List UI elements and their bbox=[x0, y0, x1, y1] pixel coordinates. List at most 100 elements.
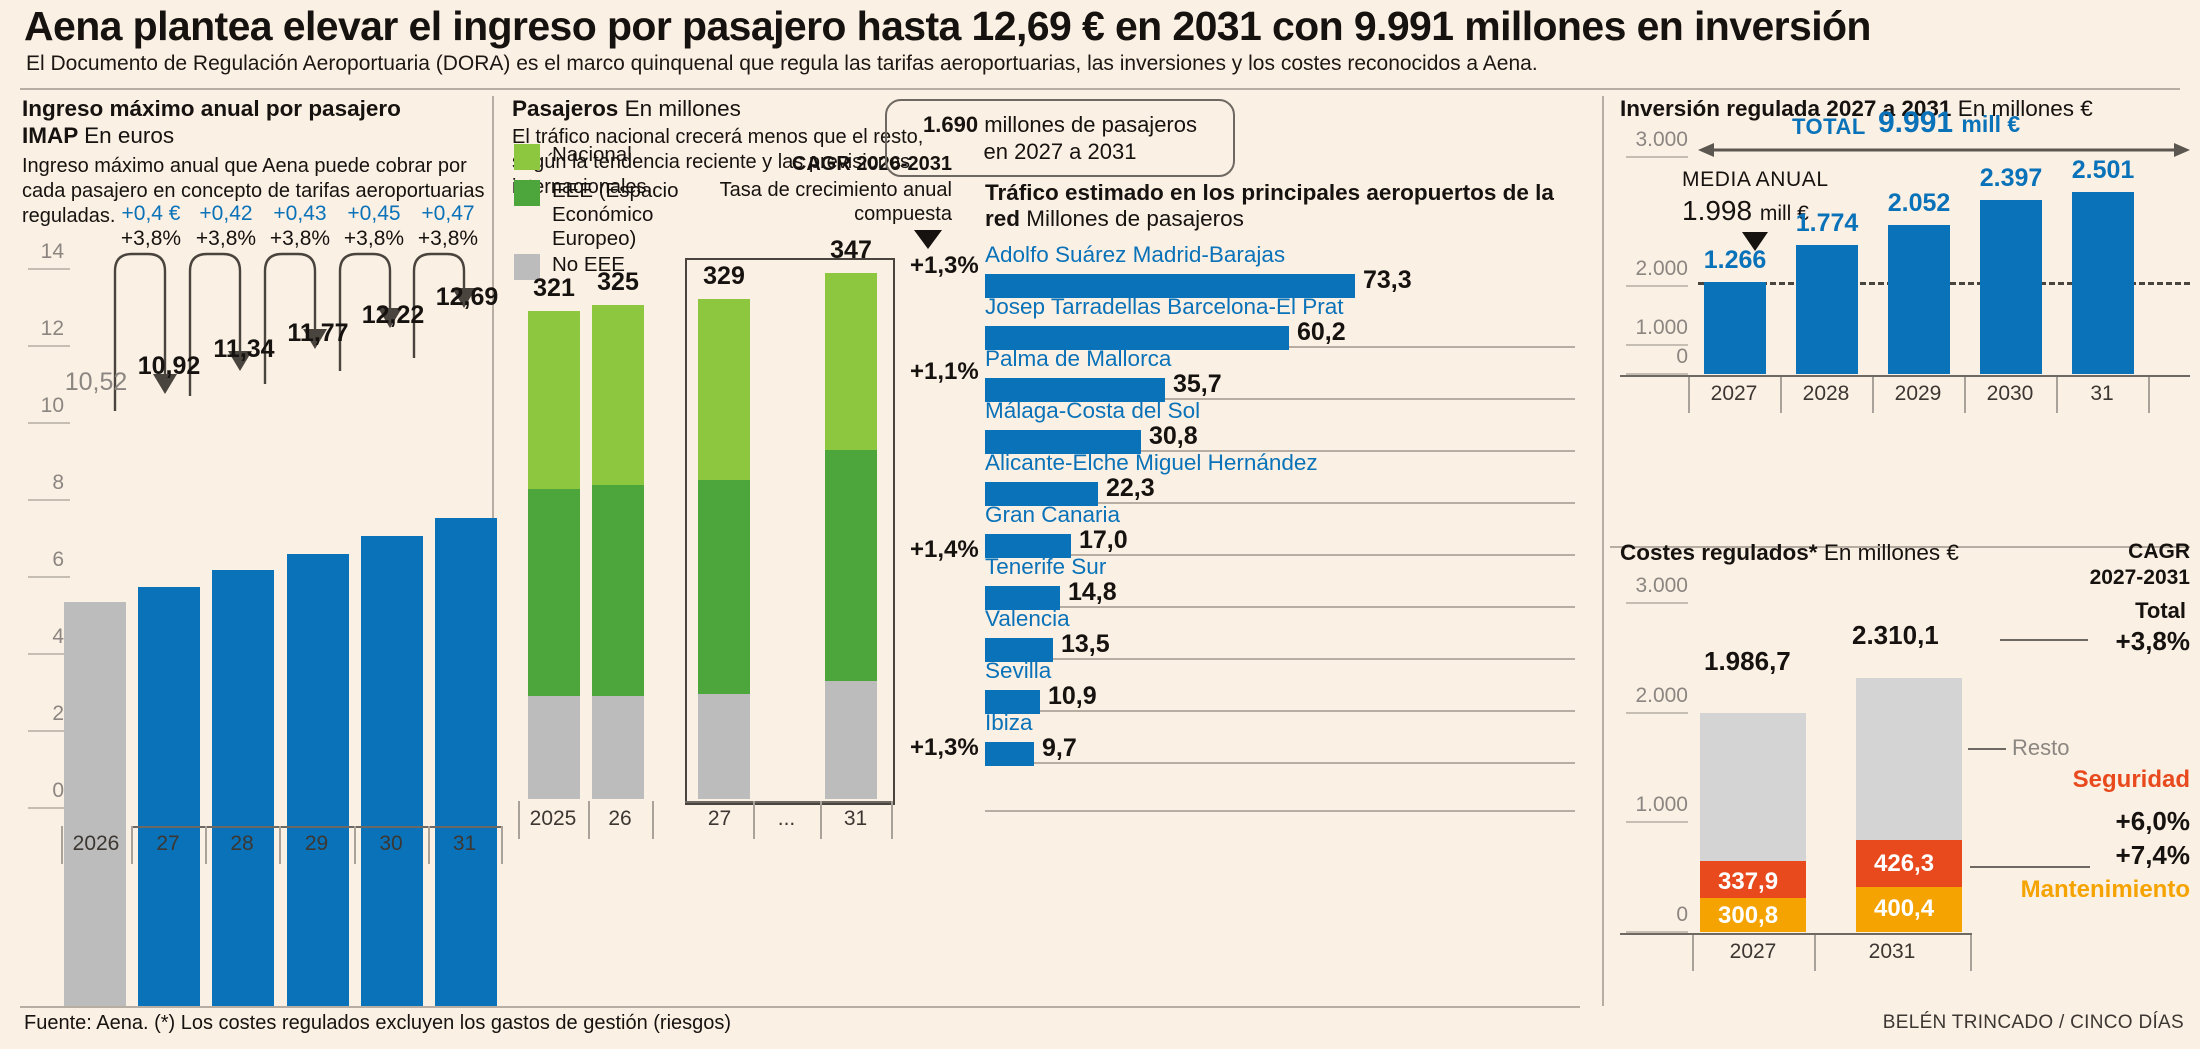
airport-name-2: Palma de Mallorca bbox=[985, 346, 1172, 371]
airport-sep-1 bbox=[985, 398, 1575, 400]
pax-cagr-total: +1,3% bbox=[910, 252, 979, 279]
pax-xcat-27: 27 bbox=[707, 807, 732, 830]
imap-xcat-31: 31 bbox=[452, 832, 477, 855]
cost-seguridad-cagr: +6,0% bbox=[2115, 806, 2190, 836]
airport-value-5: 17,0 bbox=[1079, 526, 1128, 554]
airport-sep-6 bbox=[985, 658, 1575, 660]
airport-name-5: Gran Canaria bbox=[985, 502, 1121, 527]
airport-value-9: 9,7 bbox=[1042, 734, 1077, 762]
source-note: Fuente: Aena. (*) Los costes regulados e… bbox=[24, 1012, 732, 1034]
pax-cagr-noeee: +1,3% bbox=[910, 734, 979, 761]
airport-bar-2 bbox=[985, 378, 1165, 402]
imap-ytick-14: 14 bbox=[40, 240, 64, 263]
inv-ytickmark-3000 bbox=[1626, 156, 1688, 158]
imap-ytick-8: 8 bbox=[52, 471, 64, 494]
cost-mantenimiento-2031-value: 400,4 bbox=[1874, 895, 1935, 922]
pax-legend-label-noeee: No EEE bbox=[552, 253, 625, 276]
cost-mantenimiento-cagr: +7,4% bbox=[2115, 840, 2190, 870]
imap-value-28: 11,34 bbox=[213, 335, 275, 363]
divider-air-right bbox=[1602, 96, 1604, 1006]
pax-xcat-31: 31 bbox=[843, 807, 868, 830]
airport-name-3: Málaga-Costa del Sol bbox=[985, 398, 1201, 423]
inv-xsep-0 bbox=[1688, 377, 1690, 413]
cost-total-2027: 1.986,7 bbox=[1704, 646, 1791, 676]
airport-bar-4 bbox=[985, 482, 1098, 506]
imap-xsep-6 bbox=[501, 826, 503, 864]
cost-ytick-0: 0 bbox=[1676, 903, 1688, 926]
imap-xsep-5 bbox=[428, 826, 430, 864]
airport-name-8: Sevilla bbox=[985, 658, 1052, 683]
inv-value-2027: 1.266 bbox=[1703, 246, 1767, 274]
panel-aeropuertos: 1.690 millones de pasajeros en 2027 a 20… bbox=[885, 96, 1605, 1026]
airport-name-7: Valencia bbox=[985, 606, 1070, 631]
airport-bar-6 bbox=[985, 586, 1060, 610]
pax-xcat-dots: ... bbox=[777, 807, 796, 830]
page-subtitle: El Documento de Regulación Aeroportuaria… bbox=[26, 52, 1538, 75]
cost-ytickmark-0 bbox=[1626, 931, 1688, 933]
airport-bar-7 bbox=[985, 638, 1053, 662]
airport-sep-2 bbox=[985, 450, 1575, 452]
inv-xcat-2027: 2027 bbox=[1710, 382, 1758, 405]
cost-seguridad-label: Seguridad bbox=[2072, 766, 2190, 793]
pax-xsep-4 bbox=[820, 801, 822, 839]
inv-media-value: 1.998 mill € bbox=[1682, 195, 1809, 227]
inv-media-unit: mill € bbox=[1759, 202, 1809, 225]
air-title-bold: Tráfico estimado en los principales aero… bbox=[985, 180, 1554, 231]
cost-xsep-1 bbox=[1814, 935, 1816, 971]
cost-mantenimiento-label: Mantenimiento bbox=[2020, 876, 2190, 903]
inv-bar-2028 bbox=[1796, 245, 1858, 374]
airport-value-3: 30,8 bbox=[1149, 422, 1198, 450]
cost-xsep-2 bbox=[1970, 935, 1972, 971]
airport-bar-5 bbox=[985, 534, 1071, 558]
imap-value-27: 10,92 bbox=[137, 352, 201, 380]
pax-xsep-0 bbox=[518, 801, 520, 839]
inv-bar-2029 bbox=[1888, 225, 1950, 374]
inv-title: Inversión regulada 2027 a 2031 En millon… bbox=[1620, 96, 2190, 122]
callout-value: 1.690 bbox=[923, 112, 979, 137]
airport-value-6: 14,8 bbox=[1068, 578, 1117, 606]
inv-xsep-3 bbox=[1964, 377, 1966, 413]
imap-bar-28 bbox=[212, 570, 274, 1007]
airport-value-0: 73,3 bbox=[1363, 266, 1412, 294]
inv-xcat-2028: 2028 bbox=[1802, 382, 1850, 405]
cost-cagr-head1: CAGR bbox=[2128, 540, 2190, 563]
cost-seg-resto-2031 bbox=[1856, 678, 1962, 840]
cost-title: Costes regulados* En millones € bbox=[1620, 540, 2040, 566]
inv-title-bold: Inversión regulada 2027 a 2031 bbox=[1620, 96, 1952, 121]
imap-delta-pct-1: +3,8% bbox=[195, 227, 257, 250]
inv-ytick-0: 0 bbox=[1676, 345, 1688, 368]
airport-sep-4 bbox=[985, 554, 1575, 556]
imap-xsep-2 bbox=[205, 826, 207, 864]
cost-ytick-3000: 3.000 bbox=[1635, 574, 1688, 597]
airport-sep-3 bbox=[985, 502, 1575, 504]
pax-seg-noeee-2025 bbox=[528, 696, 580, 799]
imap-xcat-2026: 2026 bbox=[72, 832, 120, 855]
cost-xaxis-line bbox=[1620, 933, 1972, 935]
cost-xcat-2031: 2031 bbox=[1868, 940, 1916, 963]
imap-ytick-0: 0 bbox=[52, 779, 64, 802]
imap-delta-pct-0: +3,8% bbox=[120, 227, 182, 250]
imap-ytickmark-8 bbox=[28, 499, 70, 501]
pax-total-31: 347 bbox=[830, 236, 872, 264]
pax-cagr-header: CAGR 2026-2031 bbox=[791, 153, 952, 175]
inv-ytickmark-2000 bbox=[1626, 285, 1688, 287]
airport-sep-7 bbox=[985, 710, 1575, 712]
imap-xsep-0 bbox=[61, 826, 63, 864]
cost-seguridad-2027-value: 337,9 bbox=[1718, 868, 1779, 895]
imap-ytick-12: 12 bbox=[40, 317, 64, 340]
inv-ytick-2000: 2.000 bbox=[1635, 257, 1688, 280]
imap-bar-27 bbox=[138, 587, 200, 1007]
cost-ytickmark-1000 bbox=[1626, 821, 1688, 823]
imap-units: En euros bbox=[84, 123, 175, 148]
air-title-units: Millones de pasajeros bbox=[1026, 206, 1244, 231]
pax-xsep-5 bbox=[891, 801, 893, 839]
airport-bar-3 bbox=[985, 430, 1141, 454]
imap-xcat-29: 29 bbox=[304, 832, 329, 855]
inv-xaxis-line bbox=[1620, 375, 2190, 377]
cost-xcat-2027: 2027 bbox=[1729, 940, 1777, 963]
pax-cagr-caret-icon bbox=[914, 230, 942, 249]
inv-total-unit: mill € bbox=[1961, 111, 2021, 137]
inv-xsep-1 bbox=[1780, 377, 1782, 413]
pax-cagr-subheader: Tasa de crecimiento anual compuesta bbox=[719, 179, 952, 225]
